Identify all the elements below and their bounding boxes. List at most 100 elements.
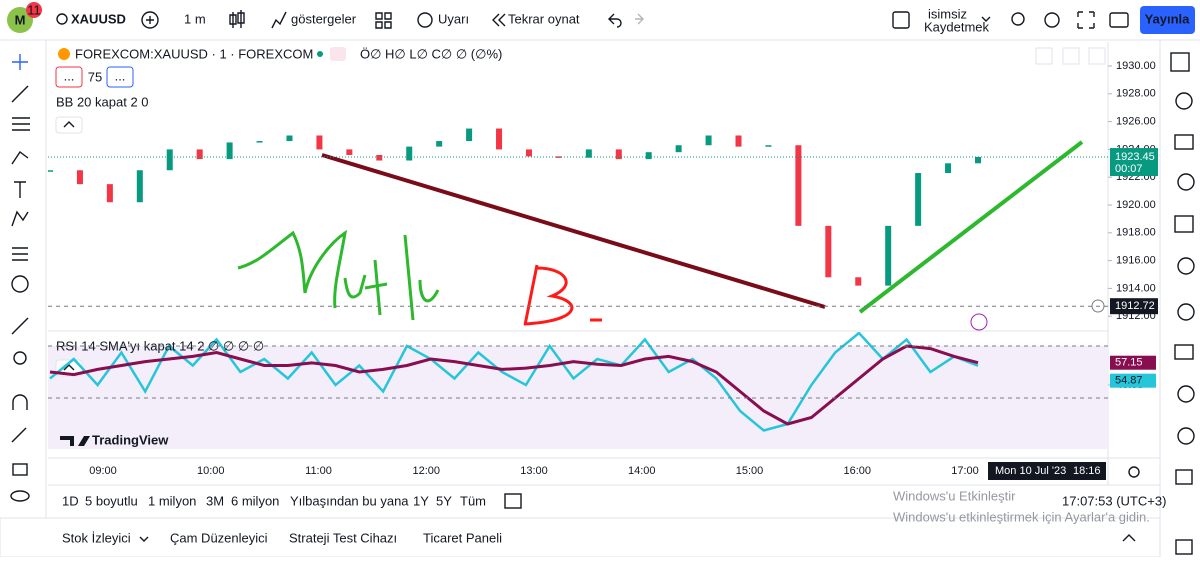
- text-tool[interactable]: [14, 181, 26, 198]
- crosshair-label: 1912.72: [1115, 300, 1155, 312]
- chevron: [63, 364, 75, 371]
- rsi-line: [49, 332, 979, 432]
- range-button[interactable]: 1 milyon: [148, 493, 196, 508]
- candle: [166, 149, 173, 171]
- crosshair-tool[interactable]: [12, 54, 28, 70]
- collapse-button[interactable]: [55, 116, 83, 134]
- buy-button[interactable]: [106, 66, 134, 88]
- chat-icon[interactable]: [1174, 344, 1194, 360]
- price-series: [48, 128, 981, 286]
- lock-tool[interactable]: [12, 463, 28, 476]
- visibility-tool[interactable]: [10, 490, 30, 502]
- x-tick-label: 09:00: [89, 465, 117, 477]
- indicators-button[interactable]: göstergeler: [291, 11, 357, 26]
- drawing-toolbar: [10, 54, 30, 502]
- magnet-tool[interactable]: [12, 394, 28, 410]
- range-button[interactable]: 5Y: [436, 493, 452, 508]
- crosshair-tag: [1110, 298, 1158, 315]
- pattern-tool[interactable]: [11, 210, 29, 227]
- lock-drawing-tool[interactable]: [11, 427, 27, 443]
- data-icon[interactable]: [1174, 134, 1194, 150]
- chevron: [63, 121, 75, 128]
- add-symbol-icon[interactable]: [141, 11, 159, 29]
- candle: [735, 135, 742, 147]
- checkbox[interactable]: [892, 11, 910, 29]
- settings-icon[interactable]: [1044, 12, 1060, 28]
- watchlist-icon[interactable]: [1170, 52, 1190, 72]
- x-tick-label: 17:00: [951, 465, 979, 477]
- layouts-icon[interactable]: [375, 12, 392, 29]
- range-button[interactable]: 6 milyon: [231, 493, 279, 508]
- date-range-icon[interactable]: [504, 493, 522, 509]
- replay-icon[interactable]: [492, 13, 506, 27]
- alerts-icon[interactable]: [1175, 92, 1193, 110]
- watermark-text: Windows'u etkinleştirmek için Ayarlar'a …: [893, 509, 1150, 524]
- sell-button[interactable]: [55, 66, 83, 88]
- ruler-tool[interactable]: [11, 317, 29, 335]
- panel-tab[interactable]: Stok İzleyici: [62, 530, 131, 545]
- tradingview-logo: [60, 436, 90, 446]
- range-button[interactable]: 5 boyutlu: [85, 493, 138, 508]
- chart-type-icon[interactable]: [229, 10, 245, 28]
- badge-count: 11: [27, 2, 41, 17]
- publish-label: Yayınla: [1145, 11, 1191, 26]
- range-button[interactable]: Yılbaşından bu yana: [290, 493, 409, 508]
- axis-settings-icon[interactable]: [1128, 466, 1140, 478]
- pane-buttons[interactable]: [1035, 47, 1106, 65]
- range-button[interactable]: Tüm: [460, 493, 486, 508]
- search-icon[interactable]: [1011, 12, 1025, 26]
- help-icon[interactable]: [1177, 427, 1195, 445]
- streams-icon[interactable]: [1177, 303, 1195, 321]
- calendar-icon[interactable]: [1174, 215, 1194, 233]
- sell-label: ...: [64, 68, 75, 83]
- ideas-icon[interactable]: [1177, 257, 1195, 275]
- candle: [496, 128, 503, 150]
- publish-button[interactable]: [1140, 6, 1195, 34]
- market-badge: [330, 47, 346, 61]
- handwriting: [237, 229, 440, 321]
- avatar[interactable]: [7, 7, 33, 33]
- rsi-last-label: 54.87: [1115, 375, 1143, 387]
- indicators-icon[interactable]: [271, 11, 287, 29]
- alert-button[interactable]: Uyarı: [438, 11, 469, 26]
- candle: [76, 170, 83, 185]
- range-button[interactable]: 1D: [62, 493, 79, 508]
- icon-tool[interactable]: [11, 275, 29, 293]
- event-icon[interactable]: [970, 313, 988, 331]
- zoom-tool[interactable]: [13, 351, 27, 365]
- snapshot-icon[interactable]: [1109, 12, 1129, 28]
- range-button[interactable]: 3M: [206, 493, 224, 508]
- replay-button[interactable]: Tekrar oynat: [508, 11, 580, 26]
- order-panel-icon[interactable]: [1175, 469, 1193, 485]
- search-icon[interactable]: [56, 13, 68, 25]
- bb-legend: BB 20 kapat 2 0: [56, 94, 149, 109]
- y-tick-label: 1920.00: [1116, 199, 1156, 211]
- panel-tab[interactable]: Strateji Test Cihazı: [289, 530, 397, 545]
- candle: [615, 149, 622, 160]
- range-button[interactable]: 1Y: [413, 493, 429, 508]
- last-price-label: 1923.45: [1115, 151, 1155, 163]
- candle: [346, 149, 353, 155]
- redo-icon[interactable]: [635, 13, 644, 25]
- candle: [286, 135, 293, 142]
- undo-icon[interactable]: [608, 13, 622, 28]
- bottom-panel: [0, 517, 1161, 558]
- fullscreen-icon[interactable]: [1077, 11, 1095, 29]
- dropdown-icon[interactable]: [981, 16, 991, 22]
- trendline-tool[interactable]: [11, 85, 29, 103]
- brush-tool[interactable]: [11, 150, 29, 165]
- hotlist-icon[interactable]: [1177, 173, 1195, 191]
- candle: [795, 145, 802, 226]
- candle: [136, 170, 143, 203]
- panel-tab[interactable]: Ticaret Paneli: [423, 530, 502, 545]
- dom-icon[interactable]: [1175, 539, 1193, 555]
- panel-tab[interactable]: Çam Düzenleyici: [170, 530, 268, 545]
- cursor-date-tag: [988, 462, 1106, 480]
- forecast-tool[interactable]: [12, 247, 28, 261]
- y-tick-label: 1918.00: [1116, 227, 1156, 239]
- notifications-icon[interactable]: [1177, 385, 1195, 403]
- fib-tool[interactable]: [12, 117, 30, 131]
- y-tick-label: 1926.00: [1116, 116, 1156, 128]
- x-tick-label: 15:00: [736, 465, 764, 477]
- alert-icon[interactable]: [417, 12, 433, 28]
